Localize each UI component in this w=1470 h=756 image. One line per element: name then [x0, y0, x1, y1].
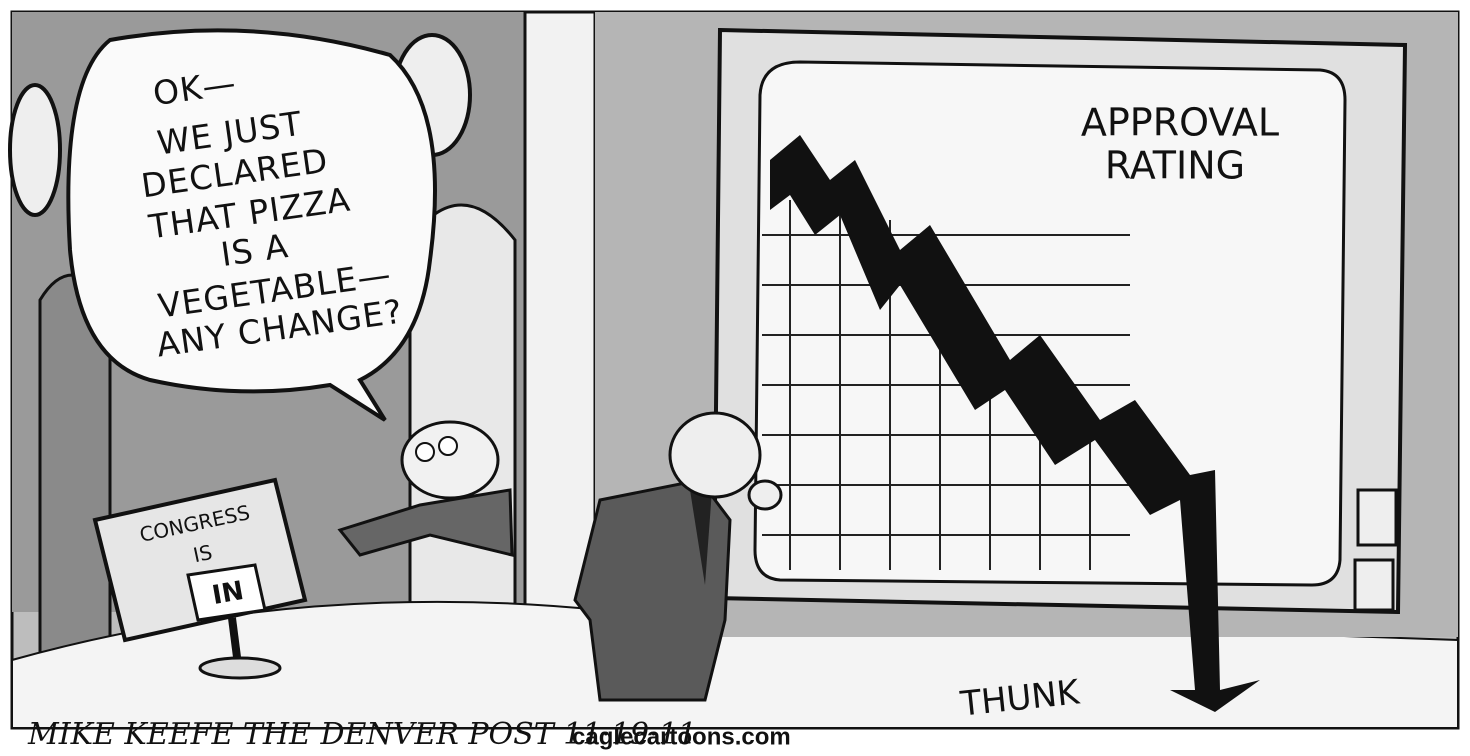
sign-card-text: IN [210, 576, 246, 611]
chart-title: APPROVAL [1081, 101, 1279, 145]
column [525, 12, 595, 632]
sign-base [200, 658, 280, 678]
chart-title: RATING [1105, 144, 1245, 188]
outlet [1358, 490, 1396, 545]
page: {"speech_bubble": {"lines": ["OK—", "WE … [0, 0, 1470, 752]
outlet [1355, 560, 1393, 610]
eye [416, 443, 434, 461]
eye [439, 437, 457, 455]
website: caglecartoons.com [572, 723, 791, 750]
cartoon: APPROVAL RATING CONGRESS IS IN OK— WE JU… [0, 0, 1470, 752]
head [670, 413, 760, 497]
peeking-head [402, 422, 498, 498]
nose [749, 481, 781, 509]
window [10, 85, 60, 215]
